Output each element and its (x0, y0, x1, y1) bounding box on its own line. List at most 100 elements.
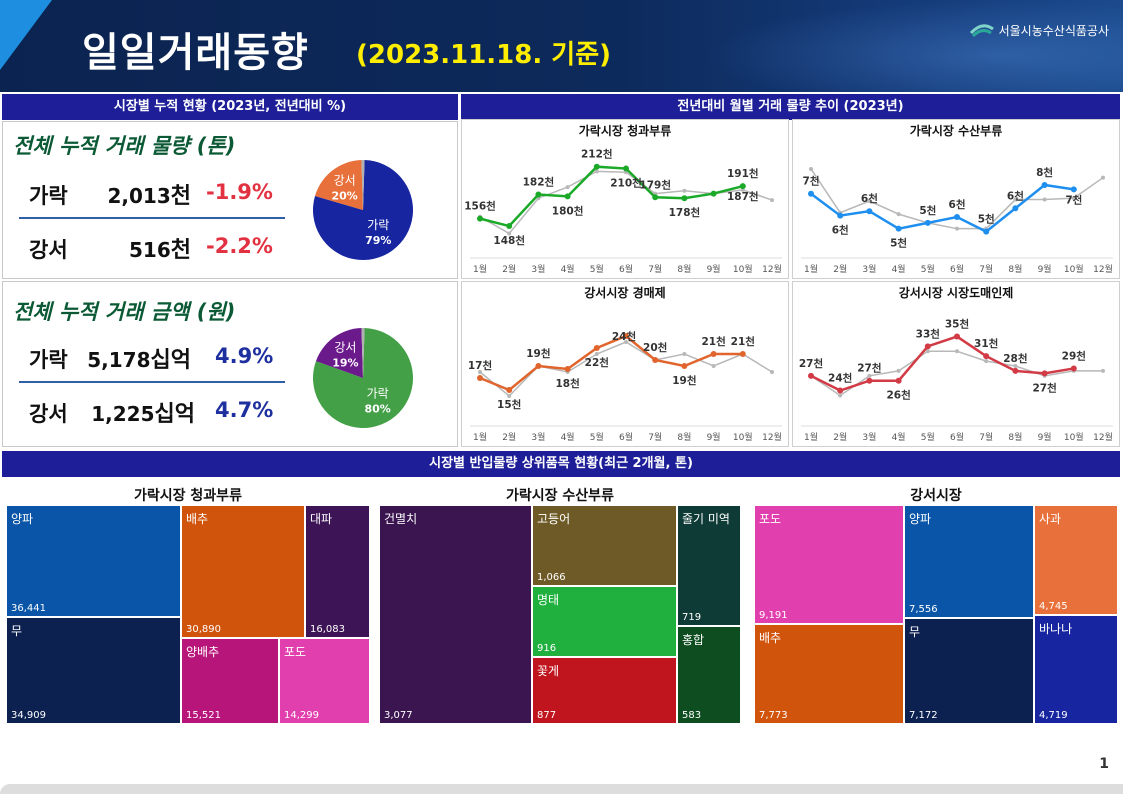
value-unit: 천 (170, 238, 191, 263)
amount-row-value: 1,225십억 (83, 396, 195, 428)
cell-name: 양파 (11, 512, 34, 526)
treemap-cell: 양파 7,556 (904, 505, 1034, 618)
data-point (1012, 205, 1019, 212)
x-tick-label: 2월 (833, 431, 847, 443)
monthly-line-chart: 1월 2월 3월 4월 5월 6월 7월 8월 9월 10월 12월 7천 6천 6천 5천 5천 6천 5천 6천… (801, 166, 1113, 275)
cell-name: 건멸치 (384, 512, 418, 526)
data-label: 21천 (701, 335, 725, 348)
data-point (1041, 370, 1048, 377)
data-label: 212천 (581, 148, 613, 161)
cell-name: 꽃게 (537, 664, 560, 678)
series-line (810, 350, 1103, 397)
x-tick-label: 7월 (979, 263, 993, 275)
data-label: 28천 (1003, 352, 1027, 365)
x-tick-label: 4월 (561, 263, 575, 275)
treemap-cell: 양파 36,441 (6, 505, 181, 617)
cell-name: 배추 (759, 631, 782, 645)
data-point (477, 215, 483, 222)
data-label: 156천 (464, 200, 496, 213)
cell-value: 9,191 (759, 610, 788, 621)
x-tick-label: 10월 (733, 263, 753, 275)
cell-name: 사과 (1039, 512, 1062, 526)
cell-value: 877 (537, 710, 557, 721)
x-tick-label: 4월 (561, 431, 575, 443)
cell-name: 홍합 (682, 633, 705, 647)
organization-name: 서울시농수산식품공사 (998, 24, 1109, 38)
x-tick-label: 1월 (473, 263, 487, 275)
x-tick-label: 7월 (648, 431, 662, 443)
data-point (681, 195, 688, 202)
data-point (593, 345, 600, 351)
cumulative-section-title: 시장별 누적 현황 (2023년, 전년대비 %) (2, 94, 458, 120)
pie-slice (361, 160, 365, 210)
treemap-cell: 바나나 4,719 (1034, 615, 1118, 724)
treemap-title: 가락시장 수산부류 (506, 488, 614, 504)
data-point (1071, 196, 1076, 201)
footer-bar (0, 784, 1123, 794)
cell-name: 바나나 (1039, 622, 1073, 636)
organization: 서울시농수산식품공사 (969, 22, 1109, 39)
treemap-cell: 포도 14,299 (279, 638, 370, 724)
data-point (770, 370, 774, 374)
data-label: 179천 (639, 178, 671, 191)
cell-value: 30,890 (186, 624, 221, 635)
data-label: 19천 (672, 374, 696, 387)
data-label: 5천 (978, 213, 995, 226)
data-point (770, 198, 774, 203)
treemap-cell: 배추 30,890 (181, 505, 305, 638)
volume-row-value: 2,013천 (99, 178, 191, 210)
data-point (506, 223, 513, 230)
treemap-cell: 무 34,909 (6, 617, 181, 724)
data-point (1070, 186, 1077, 193)
amount-row-pct: 4.9% (215, 344, 274, 368)
series-line (479, 165, 744, 228)
data-point (535, 363, 542, 369)
data-point (652, 357, 659, 363)
data-label: 15천 (497, 398, 521, 411)
volume-share-pie: 가락 79% 강서 20% (313, 160, 413, 260)
volume-row-value: 516천 (99, 232, 191, 264)
data-label: 6천 (1007, 189, 1024, 202)
x-tick-label: 5월 (590, 263, 604, 275)
data-label: 27천 (799, 357, 823, 370)
chart-title: 가락시장 청과부류 (578, 124, 672, 138)
x-tick-label: 4월 (892, 263, 906, 275)
data-label: 27천 (857, 362, 881, 375)
data-point (1101, 368, 1105, 373)
pie-percent: 19% (332, 357, 358, 370)
data-point (984, 359, 989, 364)
value-unit: 십억 (154, 402, 195, 427)
x-tick-label: 1월 (804, 263, 818, 275)
data-label: 21천 (731, 335, 755, 348)
pie-percent: 20% (331, 189, 357, 202)
data-point (837, 212, 844, 219)
data-label: 33천 (916, 327, 940, 340)
data-point (867, 199, 872, 203)
data-label: 178천 (669, 206, 701, 219)
x-tick-label: 7월 (648, 263, 662, 275)
volume-row-name: 강서 (29, 238, 68, 262)
cell-value: 7,773 (759, 710, 788, 721)
volume-panel: 전체 누적 거래 물량 (톤) 가락 2,013천 -1.9% 강서 516천 … (2, 121, 458, 279)
data-label: 19천 (526, 347, 550, 360)
data-label: 191천 (727, 167, 759, 180)
data-point (925, 349, 930, 354)
value-number: 2,013 (107, 184, 171, 208)
data-point (682, 352, 687, 356)
data-label: 182천 (523, 176, 555, 189)
data-point (808, 190, 814, 197)
cell-value: 34,909 (11, 710, 46, 721)
cell-value: 3,077 (384, 710, 413, 721)
data-point (1041, 181, 1048, 188)
pie-percent: 80% (364, 403, 390, 416)
cell-value: 14,299 (284, 710, 319, 721)
treemap-cell: 명태 916 (532, 586, 677, 657)
data-point (983, 228, 990, 235)
x-tick-label: 8월 (1008, 263, 1022, 275)
x-tick-label: 9월 (1038, 431, 1052, 443)
page-title: 일일거래동향 (82, 30, 309, 76)
data-label: 18천 (555, 377, 579, 390)
x-tick-label: 6월 (619, 263, 633, 275)
treemap-cell: 홍합 583 (677, 626, 741, 724)
treemap-cell: 포도 9,191 (754, 505, 904, 624)
